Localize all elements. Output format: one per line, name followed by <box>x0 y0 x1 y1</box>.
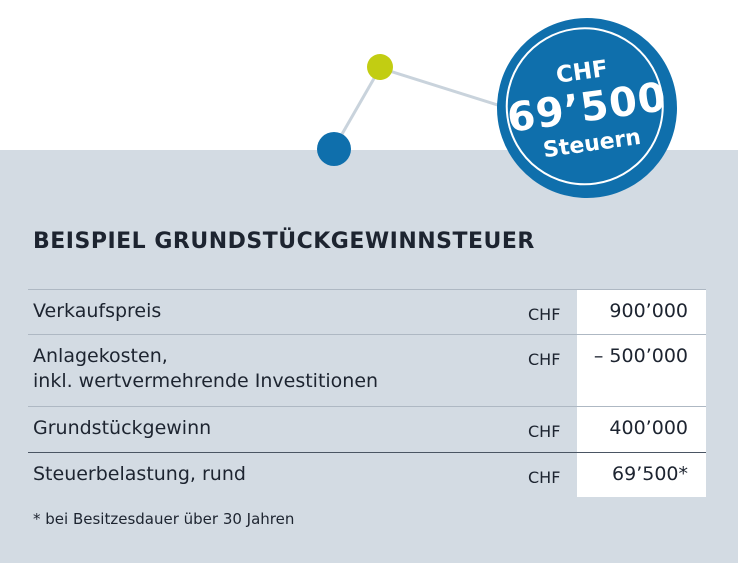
row-currency: CHF <box>528 468 561 487</box>
blue-dot <box>317 132 351 166</box>
badge-text: CHF 69’500 Steuern <box>485 6 688 209</box>
row-label: Grundstückgewinn <box>33 417 212 439</box>
row-currency: CHF <box>528 305 561 324</box>
row-value: – 500’000 <box>593 345 688 367</box>
row-label-line2: inkl. wertvermehrende Investitionen <box>33 370 379 392</box>
table-row-gain: Grundstückgewinn CHF 400’000 <box>28 406 706 452</box>
table-row-costs: Anlagekosten, inkl. wertvermehrende Inve… <box>28 334 706 406</box>
row-value: 400’000 <box>609 417 688 439</box>
tax-badge: CHF 69’500 Steuern <box>485 6 689 210</box>
calculation-table: Verkaufspreis CHF 900’000 Anlagekosten, … <box>28 289 706 497</box>
table-row-tax: Steuerbelastung, rund CHF 69’500* <box>28 452 706 497</box>
row-currency: CHF <box>528 350 561 369</box>
row-label-line1: Anlagekosten, <box>33 345 168 367</box>
row-value: 900’000 <box>609 300 688 322</box>
lime-dot <box>367 54 393 80</box>
row-value: 69’500* <box>612 463 688 485</box>
row-label: Verkaufspreis <box>33 300 162 322</box>
row-value-cell: 69’500* <box>577 453 706 497</box>
row-value-cell: 900’000 <box>577 290 706 334</box>
row-currency: CHF <box>528 422 561 441</box>
page-title: BEISPIEL GRUNDSTÜCKGEWINNSTEUER <box>33 229 535 254</box>
row-label: Steuerbelastung, rund <box>33 463 246 485</box>
row-value-cell: 400’000 <box>577 407 706 452</box>
badge-amount: 69’500 <box>504 73 670 142</box>
table-row-sale-price: Verkaufspreis CHF 900’000 <box>28 289 706 334</box>
row-value-cell: – 500’000 <box>577 335 706 406</box>
footnote: * bei Besitzesdauer über 30 Jahren <box>33 510 295 528</box>
row-label: Anlagekosten, inkl. wertvermehrende Inve… <box>33 344 378 394</box>
